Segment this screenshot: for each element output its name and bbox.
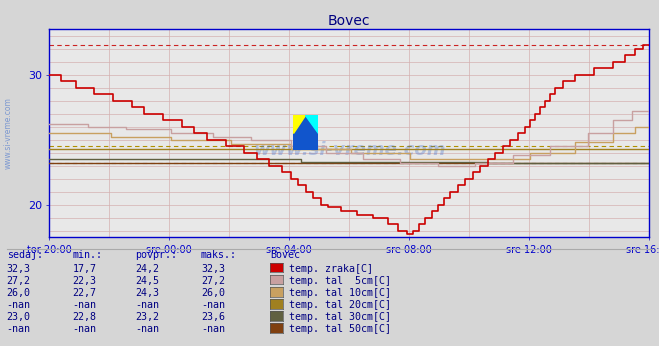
Polygon shape xyxy=(293,116,305,133)
Text: 17,7: 17,7 xyxy=(72,264,96,274)
Text: povpr.:: povpr.: xyxy=(135,250,177,260)
Text: min.:: min.: xyxy=(72,250,103,260)
Text: -nan: -nan xyxy=(135,324,159,334)
Text: temp. tal 20cm[C]: temp. tal 20cm[C] xyxy=(289,300,391,310)
Text: 22,7: 22,7 xyxy=(72,288,96,298)
Title: Bovec: Bovec xyxy=(328,14,370,28)
Text: temp. tal 10cm[C]: temp. tal 10cm[C] xyxy=(289,288,391,298)
Text: -nan: -nan xyxy=(201,300,225,310)
Text: -nan: -nan xyxy=(72,300,96,310)
Text: 26,0: 26,0 xyxy=(7,288,30,298)
Text: sedaj:: sedaj: xyxy=(7,250,43,260)
Polygon shape xyxy=(293,116,318,150)
Text: 26,0: 26,0 xyxy=(201,288,225,298)
Text: 24,5: 24,5 xyxy=(135,276,159,286)
Text: -nan: -nan xyxy=(135,300,159,310)
Text: 22,8: 22,8 xyxy=(72,312,96,322)
Text: Bovec: Bovec xyxy=(270,250,301,260)
Text: 23,0: 23,0 xyxy=(7,312,30,322)
Text: temp. zraka[C]: temp. zraka[C] xyxy=(289,264,372,274)
Text: temp. tal  5cm[C]: temp. tal 5cm[C] xyxy=(289,276,391,286)
Text: 22,3: 22,3 xyxy=(72,276,96,286)
Text: 24,2: 24,2 xyxy=(135,264,159,274)
Text: www.si-vreme.com: www.si-vreme.com xyxy=(253,141,445,159)
Text: -nan: -nan xyxy=(7,324,30,334)
Text: 27,2: 27,2 xyxy=(201,276,225,286)
Text: maks.:: maks.: xyxy=(201,250,237,260)
Text: temp. tal 30cm[C]: temp. tal 30cm[C] xyxy=(289,312,391,322)
Text: 27,2: 27,2 xyxy=(7,276,30,286)
Polygon shape xyxy=(305,116,318,133)
Text: 32,3: 32,3 xyxy=(201,264,225,274)
Text: www.si-vreme.com: www.si-vreme.com xyxy=(3,97,13,169)
Text: 23,6: 23,6 xyxy=(201,312,225,322)
Text: -nan: -nan xyxy=(7,300,30,310)
Text: 32,3: 32,3 xyxy=(7,264,30,274)
Text: 23,2: 23,2 xyxy=(135,312,159,322)
Text: -nan: -nan xyxy=(72,324,96,334)
Text: 24,3: 24,3 xyxy=(135,288,159,298)
Text: temp. tal 50cm[C]: temp. tal 50cm[C] xyxy=(289,324,391,334)
Text: -nan: -nan xyxy=(201,324,225,334)
